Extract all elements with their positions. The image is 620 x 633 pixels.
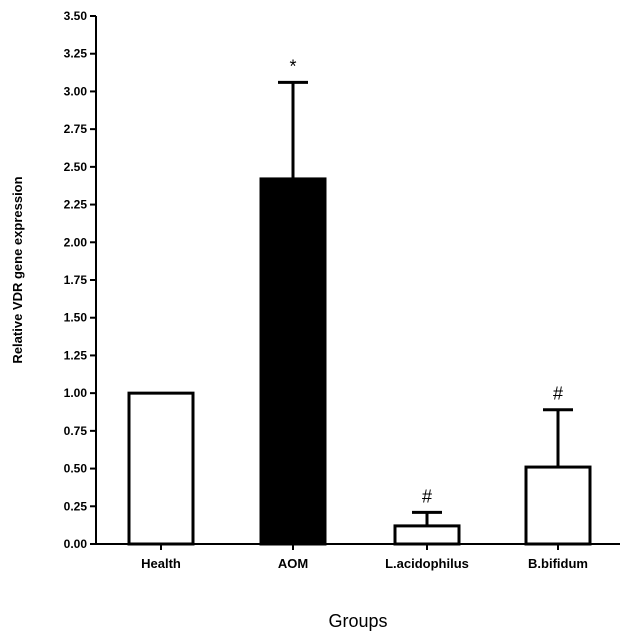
x-tick-label: AOM — [278, 556, 308, 571]
y-tick-label: 0.50 — [64, 462, 88, 476]
y-tick-label: 0.75 — [64, 424, 88, 438]
significance-marker: # — [553, 384, 563, 404]
y-tick-label: 2.25 — [64, 198, 88, 212]
y-tick-label: 2.00 — [64, 235, 88, 249]
x-axis: Health AOM L.acidophilus B.bifidum — [96, 543, 620, 571]
bar-group: # — [524, 384, 592, 546]
x-axis-title: Groups — [328, 611, 387, 631]
y-tick-label: 1.00 — [64, 386, 88, 400]
significance-marker: * — [289, 56, 296, 76]
y-tick-label: 3.25 — [64, 47, 88, 61]
y-tick-label: 0.00 — [64, 537, 88, 551]
bar — [127, 391, 195, 546]
significance-marker: # — [422, 486, 432, 506]
y-tick-label: 2.50 — [64, 160, 88, 174]
y-tick-label: 1.50 — [64, 311, 88, 325]
bars: * # # — [127, 56, 592, 546]
y-tick-label: 3.50 — [64, 9, 88, 23]
y-axis-title: Relative VDR gene expression — [10, 176, 25, 363]
y-tick-label: 1.25 — [64, 348, 88, 362]
bar-group — [127, 391, 195, 546]
y-tick-label: 1.75 — [64, 273, 88, 287]
x-tick-label: B.bifidum — [528, 556, 588, 571]
bar-group: # — [393, 486, 461, 546]
x-tick-label: L.acidophilus — [385, 556, 469, 571]
x-tick-label: Health — [141, 556, 181, 571]
y-tick-label: 2.75 — [64, 122, 88, 136]
y-tick-label: 0.25 — [64, 499, 88, 513]
bar — [259, 177, 327, 546]
y-axis: 0.00 0.25 0.50 0.75 1.00 1.25 1.50 1.75 2.00 2.25… — [64, 9, 97, 551]
bar — [393, 524, 461, 546]
y-tick-label: 3.00 — [64, 84, 88, 98]
bar-group: * — [259, 56, 327, 546]
bar — [524, 465, 592, 546]
